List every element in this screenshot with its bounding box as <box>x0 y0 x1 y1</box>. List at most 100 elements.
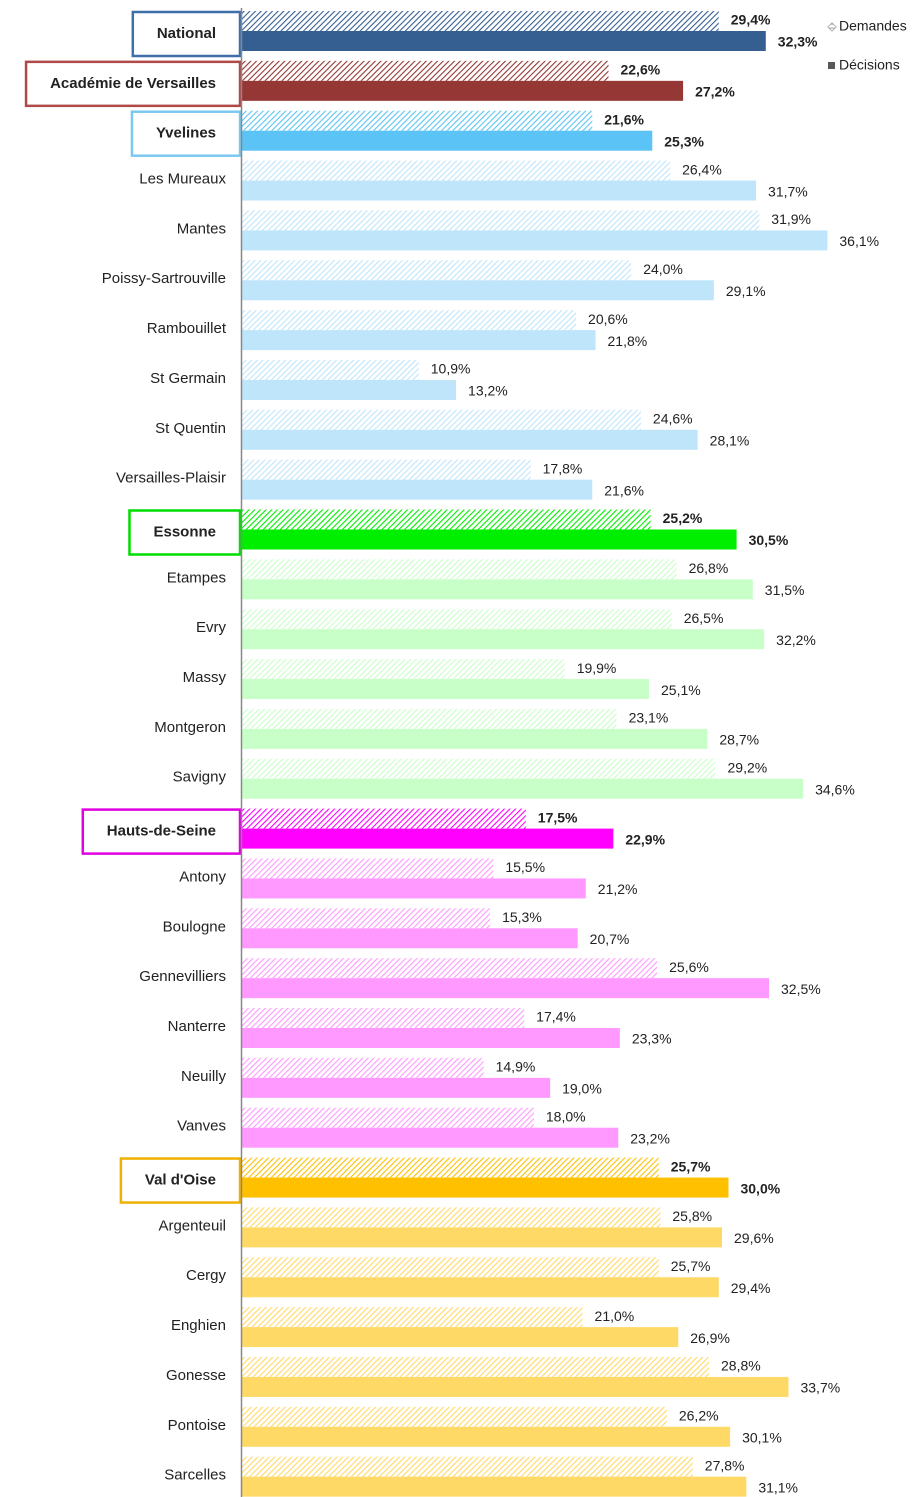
bar <box>242 1227 722 1248</box>
value-label: 25,6% <box>669 959 709 975</box>
bar <box>242 928 578 949</box>
bar <box>242 11 719 31</box>
value-label: 23,3% <box>632 1031 672 1047</box>
value-label: 29,6% <box>734 1230 774 1246</box>
bar <box>242 1157 659 1178</box>
value-label: 33,7% <box>800 1380 840 1396</box>
value-label: 32,3% <box>778 34 818 50</box>
category-label: Pontoise <box>168 1417 226 1434</box>
category-box-frame <box>131 10 242 58</box>
value-label: 31,1% <box>758 1479 798 1495</box>
bar <box>242 559 677 580</box>
bar <box>242 609 672 630</box>
bar <box>242 529 737 550</box>
bar <box>242 1307 583 1328</box>
value-label: 21,0% <box>595 1308 635 1324</box>
value-label: 23,2% <box>630 1130 670 1146</box>
value-label: 31,7% <box>768 183 808 199</box>
bar <box>242 1127 619 1148</box>
value-label: 29,1% <box>726 283 766 299</box>
value-label: 25,8% <box>672 1208 712 1224</box>
value-label: 21,2% <box>598 881 638 897</box>
value-label: 21,8% <box>608 333 648 349</box>
value-label: 31,5% <box>765 582 805 598</box>
bar <box>242 110 593 131</box>
category-label: Gonesse <box>166 1367 226 1384</box>
value-label: 29,2% <box>728 759 768 775</box>
bar <box>242 1406 667 1427</box>
value-label: 30,1% <box>742 1430 782 1446</box>
bar <box>242 1456 693 1477</box>
bar <box>242 1277 719 1298</box>
category-label: St Germain <box>150 370 226 387</box>
legend-marker <box>827 22 837 32</box>
bar <box>242 858 494 879</box>
bar <box>242 479 593 500</box>
category-label: St Quentin <box>155 420 226 437</box>
bar <box>242 728 708 749</box>
category-label: National <box>157 25 216 42</box>
value-label: 14,9% <box>496 1059 536 1075</box>
legend-marker <box>828 62 835 69</box>
category-label: Val d'Oise <box>145 1172 216 1189</box>
bar <box>242 310 577 331</box>
value-label: 18,0% <box>546 1108 586 1124</box>
category-box-frame <box>119 1157 242 1204</box>
bar <box>242 758 716 779</box>
value-label: 30,5% <box>749 532 789 548</box>
bar <box>242 958 658 979</box>
category-label: Hauts-de-Seine <box>107 823 216 840</box>
bar <box>242 409 641 430</box>
bar <box>242 379 457 400</box>
bar <box>242 1207 661 1228</box>
value-label: 31,9% <box>771 211 811 227</box>
value-label: 26,5% <box>684 610 724 626</box>
bar <box>242 80 684 101</box>
value-label: 26,9% <box>690 1330 730 1346</box>
bar <box>242 978 770 999</box>
category-label: Massy <box>183 669 227 686</box>
bar <box>242 708 617 729</box>
value-label: 25,7% <box>671 1158 711 1174</box>
category-label: Montgeron <box>154 719 226 736</box>
value-label: 15,3% <box>502 909 542 925</box>
category-label: Versailles-Plaisir <box>116 470 226 487</box>
category-label: Vanves <box>177 1118 226 1135</box>
category-box-frame <box>24 60 242 108</box>
bar <box>242 828 614 849</box>
category-label: Nanterre <box>168 1018 226 1035</box>
category-label: Antony <box>179 868 226 885</box>
category-label: Boulogne <box>163 918 226 935</box>
category-box: Essonne <box>128 509 242 556</box>
category-label: Yvelines <box>156 125 216 142</box>
bar <box>242 1327 679 1348</box>
bar <box>242 808 526 829</box>
value-label: 20,6% <box>588 311 628 327</box>
bar <box>242 778 804 799</box>
value-label: 25,1% <box>661 682 701 698</box>
bar <box>242 359 419 380</box>
bar <box>242 459 531 480</box>
bar <box>242 31 766 51</box>
value-label: 32,2% <box>776 632 816 648</box>
bar <box>242 1057 484 1078</box>
category-box: Yvelines <box>130 110 242 157</box>
value-label: 17,4% <box>536 1009 576 1025</box>
value-label: 26,8% <box>689 560 729 576</box>
value-label: 29,4% <box>731 1280 771 1296</box>
value-label: 34,6% <box>815 781 855 797</box>
value-label: 17,5% <box>538 809 578 825</box>
value-label: 13,2% <box>468 383 508 399</box>
value-label: 24,6% <box>653 411 693 427</box>
value-label: 21,6% <box>604 111 644 127</box>
bar <box>242 429 698 450</box>
category-box-frame <box>128 509 242 556</box>
bar <box>242 260 632 281</box>
category-label: Enghien <box>171 1317 226 1334</box>
bar <box>242 908 491 929</box>
value-label: 27,8% <box>705 1457 745 1473</box>
value-label: 28,8% <box>721 1358 761 1374</box>
category-label: Mantes <box>177 220 226 237</box>
value-label: 17,8% <box>543 460 583 476</box>
value-label: 28,7% <box>719 732 759 748</box>
